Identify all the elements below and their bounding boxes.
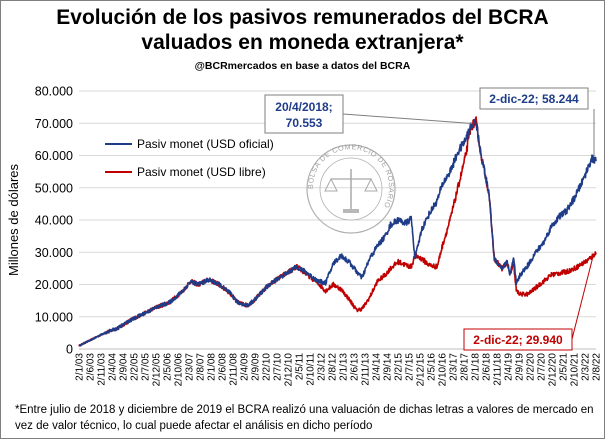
x-tick-label: 2/9/19 xyxy=(515,353,526,381)
x-tick-label: 2/11/13 xyxy=(361,353,372,386)
x-tick-label: 2/5/21 xyxy=(559,353,570,381)
legend-label-oficial: Pasiv monet (USD oficial) xyxy=(137,137,274,151)
x-tick-label: 2/6/13 xyxy=(350,353,361,381)
x-tick-label: 2/1/18 xyxy=(471,353,482,381)
annotation-box-peak xyxy=(264,94,344,134)
x-tick-label: 2/9/04 xyxy=(119,353,130,381)
annotation-leader-peak xyxy=(342,113,473,124)
series-line-oficial xyxy=(78,118,597,347)
x-tick-label: 2/4/19 xyxy=(504,353,515,381)
y-tick-label: 40.000 xyxy=(35,214,73,228)
x-tick-label: 2/7/20 xyxy=(537,353,548,381)
annotation-peak-line2: 70.553 xyxy=(286,116,323,130)
x-tick-label: 2/4/04 xyxy=(108,353,119,381)
x-tick-label: 2/7/15 xyxy=(405,353,416,381)
annotation-oficial-end: 2-dic-22; 58.244 xyxy=(489,92,579,106)
chart-title-line-1: Evolución de los pasivos remunerados del… xyxy=(56,6,549,29)
x-tick-label: 2/2/05 xyxy=(130,353,141,381)
x-tick-label: 2/11/18 xyxy=(493,353,504,386)
x-tick-label: 2/8/17 xyxy=(460,353,471,381)
scale-pan-right-icon xyxy=(364,177,378,192)
x-tick-label: 2/2/20 xyxy=(526,353,537,381)
seal-outer-ring xyxy=(306,144,396,234)
annotation-box-libre-end xyxy=(463,328,573,351)
axes: 0 10.000 20.000 30.000 40.000 50.000 60.000 70.… xyxy=(6,85,603,387)
x-tick-label: 2/6/08 xyxy=(218,353,229,381)
x-tick-label: 2/11/03 xyxy=(97,353,108,386)
x-tick-label: 2/7/10 xyxy=(273,353,284,381)
x-tick-label: 2/3/22 xyxy=(581,353,592,381)
x-tick-label: 2/2/10 xyxy=(262,353,273,381)
x-tick-label: 2/4/09 xyxy=(240,353,251,381)
x-tick-label: 2/12/10 xyxy=(284,353,295,387)
x-tick-label: 2/8/22 xyxy=(592,353,603,381)
y-axis-label: Millones de dólares xyxy=(6,164,21,277)
x-tick-label: 2/6/03 xyxy=(86,353,97,381)
x-tick-label: 2/9/14 xyxy=(383,353,394,381)
chart-subtitle: @BCRmercados en base a datos del BCRA xyxy=(194,60,411,72)
x-tick-label: 2/3/07 xyxy=(185,353,196,381)
scale-base-icon xyxy=(343,209,359,213)
y-tick-label: 50.000 xyxy=(35,181,73,195)
x-tick-label: 2/10/11 xyxy=(306,353,317,386)
x-tick-label: 2/12/15 xyxy=(416,353,427,387)
annotation-leader-libre-end xyxy=(571,256,594,340)
y-tick-label: 80.000 xyxy=(35,85,73,99)
legend-label-libre: Pasiv monet (USD libre) xyxy=(137,165,266,179)
annotation-libre-end: 2-dic-22; 29.940 xyxy=(473,333,563,347)
x-tick-label: 2/7/05 xyxy=(141,353,152,381)
x-tick-label: 2/5/11 xyxy=(295,353,306,380)
annotations: 20/4/2018; 70.553 2-dic-22; 58.244 2-dic-22… xyxy=(264,87,595,351)
x-tick-label: 2/4/14 xyxy=(372,353,383,381)
x-tick-label: 2/12/05 xyxy=(152,353,163,387)
x-tick-label: 2/1/13 xyxy=(339,353,350,381)
x-tick-label: 2/10/21 xyxy=(570,353,581,387)
y-tick-label: 60.000 xyxy=(35,149,73,163)
x-tick-label: 2/11/08 xyxy=(229,353,240,386)
chart-title: Evolución de los pasivos remunerados del… xyxy=(1,5,604,55)
x-tick-label: 2/12/20 xyxy=(548,353,559,387)
scale-pan-left-icon xyxy=(324,177,338,192)
annotation-peak-line1: 20/4/2018; xyxy=(275,100,332,114)
annotation-box-oficial-end xyxy=(479,87,589,110)
x-tick-label: 2/3/17 xyxy=(449,353,460,381)
y-tick-label: 0 xyxy=(66,343,73,357)
seal-inner-ring xyxy=(319,157,383,221)
y-tick-label: 20.000 xyxy=(35,278,73,292)
x-tick-label: 2/5/06 xyxy=(163,353,174,381)
x-tick-label: 2/1/03 xyxy=(75,353,86,381)
x-tick-label: 2/10/06 xyxy=(174,353,185,387)
x-tick-label: 2/9/09 xyxy=(251,353,262,381)
chart-title-line-2: valuados en moneda extranjera* xyxy=(141,31,464,54)
y-tick-label: 70.000 xyxy=(35,117,73,131)
y-tick-label: 30.000 xyxy=(35,246,73,260)
x-tick-label: 2/5/16 xyxy=(427,353,438,381)
footnote: *Entre julio de 2018 y diciembre de 2019… xyxy=(15,404,594,432)
series-lines xyxy=(78,116,597,347)
x-tick-label: 2/8/07 xyxy=(196,353,207,381)
x-tick-label: 2/8/12 xyxy=(328,353,339,381)
legend: Pasiv monet (USD oficial) Pasiv monet (US… xyxy=(105,137,274,179)
x-tick-label: 2/10/16 xyxy=(438,353,449,387)
x-tick-label: 2/6/18 xyxy=(482,353,493,381)
y-tick-label: 10.000 xyxy=(35,310,73,324)
x-tick-label: 2/1/08 xyxy=(207,353,218,381)
x-tick-label: 2/3/12 xyxy=(317,353,328,381)
x-tick-label: 2/2/15 xyxy=(394,353,405,381)
